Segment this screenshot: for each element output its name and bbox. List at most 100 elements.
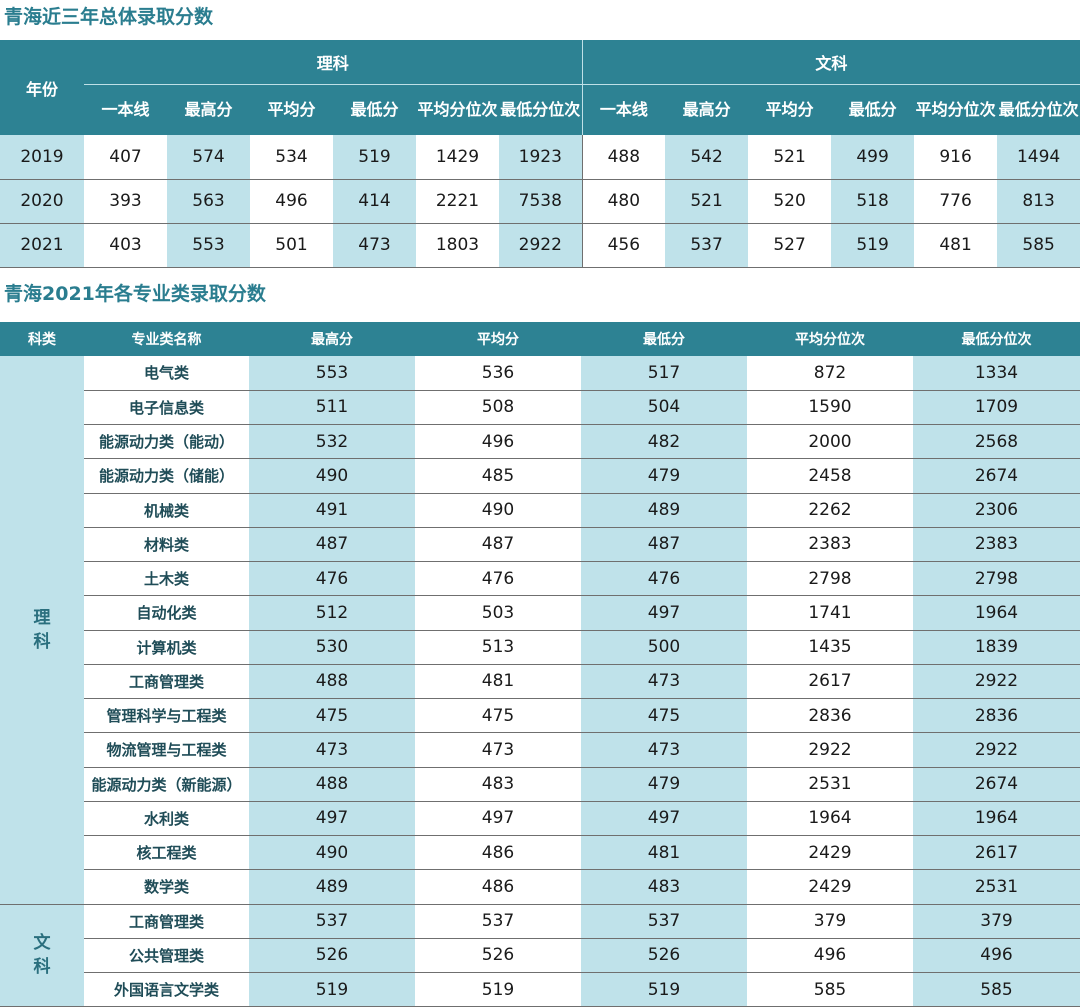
score-cell: 487	[415, 527, 581, 563]
score-cell: 2531	[747, 767, 913, 802]
score-cell: 489	[581, 493, 747, 528]
section-title-majors: 青海2021年各专业类录取分数	[4, 283, 266, 305]
score-cell: 585	[747, 972, 913, 1007]
score-cell: 456	[582, 223, 666, 268]
group-header-science: 理科	[84, 40, 583, 85]
score-cell: 1923	[499, 135, 583, 180]
table-row: 电子信息类 511 508 504 1590 1709	[0, 390, 1080, 426]
score-cell: 537	[581, 904, 747, 939]
year-header: 年份	[0, 40, 84, 135]
score-cell: 475	[581, 698, 747, 734]
score-cell: 2674	[913, 458, 1080, 494]
score-cell: 488	[249, 767, 415, 802]
score-cell: 481	[914, 223, 998, 268]
major-name-cell: 物流管理与工程类	[84, 732, 249, 768]
table-row: 材料类 487 487 487 2383 2383	[0, 527, 1080, 563]
score-cell: 393	[84, 179, 167, 224]
score-cell: 1494	[997, 135, 1080, 180]
score-cell: 2922	[913, 664, 1080, 700]
score-cell: 512	[249, 595, 415, 631]
group-header-arts: 文科	[582, 40, 1080, 85]
score-cell: 407	[84, 135, 167, 180]
table-row: 2021 403 553 501 473 1803 2922 456 537 527 519 481 5…	[0, 223, 1080, 268]
score-cell: 518	[831, 179, 915, 224]
score-cell: 2922	[913, 732, 1080, 768]
score-cell: 479	[581, 458, 747, 494]
major-name-cell: 公共管理类	[84, 938, 249, 974]
sub-header: 平均分	[250, 84, 333, 135]
score-cell: 526	[415, 938, 581, 974]
score-cell: 519	[415, 972, 581, 1007]
column-header: 最高分	[311, 332, 353, 348]
column-header: 最低分	[643, 332, 685, 348]
score-cell: 496	[747, 938, 913, 974]
score-cell: 497	[249, 801, 415, 837]
score-cell: 2836	[747, 698, 913, 734]
score-cell: 488	[582, 135, 666, 180]
score-cell: 481	[581, 835, 747, 871]
category-cell: 文科	[0, 904, 84, 1007]
score-cell: 1435	[747, 630, 913, 665]
score-cell: 526	[581, 938, 747, 974]
score-cell: 379	[913, 904, 1080, 939]
score-cell: 1803	[416, 223, 499, 268]
table-row: 文科 工商管理类 537 537 537 379 379	[0, 904, 1080, 1007]
score-cell: 513	[415, 630, 581, 665]
major-scores-table: 科类 专业类名称 最高分 平均分 最低分 平均分位次 最低分位次 理科 电气类 553 536 51…	[0, 322, 1080, 1007]
score-cell: 517	[581, 356, 747, 391]
score-cell: 519	[249, 972, 415, 1007]
table-row: 工商管理类 488 481 473 2617 2922	[0, 664, 1080, 700]
score-cell: 487	[249, 527, 415, 563]
major-name-cell: 材料类	[84, 527, 249, 563]
score-cell: 2798	[913, 561, 1080, 597]
table-row: 公共管理类 526 526 526 496 496	[0, 938, 1080, 974]
score-cell: 489	[249, 869, 415, 905]
score-cell: 2221	[416, 179, 499, 224]
table-row: 2019 407 574 534 519 1429 1923 488 542 521 499 916 1…	[0, 135, 1080, 180]
score-cell: 487	[581, 527, 747, 563]
score-cell: 473	[581, 664, 747, 700]
table-row: 理科 电气类 553 536 517 872 1334	[0, 356, 1080, 905]
table-row: 能源动力类（储能） 490 485 479 2458 2674	[0, 458, 1080, 494]
sub-header: 平均分	[748, 84, 832, 135]
score-cell: 480	[582, 179, 666, 224]
score-cell: 483	[415, 767, 581, 802]
score-cell: 496	[250, 179, 333, 224]
sub-header: 一本线	[582, 84, 666, 135]
score-cell: 496	[913, 938, 1080, 974]
table-row: 能源动力类（新能源） 488 483 479 2531 2674	[0, 767, 1080, 802]
table-row: 外国语言文学类 519 519 519 585 585	[0, 972, 1080, 1007]
score-cell: 519	[333, 135, 416, 180]
table-row: 机械类 491 490 489 2262 2306	[0, 493, 1080, 528]
score-cell: 486	[415, 835, 581, 871]
table-row: 管理科学与工程类 475 475 475 2836 2836	[0, 698, 1080, 734]
table-row: 核工程类 490 486 481 2429 2617	[0, 835, 1080, 871]
score-cell: 1964	[747, 801, 913, 837]
column-header: 平均分位次	[795, 332, 865, 348]
score-cell: 481	[415, 664, 581, 700]
score-cell: 482	[581, 424, 747, 460]
score-cell: 537	[415, 904, 581, 939]
score-cell: 2383	[913, 527, 1080, 563]
score-cell: 490	[249, 835, 415, 871]
score-cell: 563	[167, 179, 250, 224]
score-cell: 488	[249, 664, 415, 700]
score-cell: 473	[415, 732, 581, 768]
score-cell: 526	[249, 938, 415, 974]
category-label: 理科	[33, 607, 51, 652]
sub-header: 最低分	[831, 84, 915, 135]
score-cell: 7538	[499, 179, 583, 224]
score-cell: 530	[249, 630, 415, 665]
major-name-cell: 自动化类	[84, 595, 249, 631]
sub-header: 最低分位次	[499, 84, 583, 135]
score-cell: 519	[831, 223, 915, 268]
major-name-cell: 管理科学与工程类	[84, 698, 249, 734]
score-cell: 1709	[913, 390, 1080, 426]
major-name-cell: 电子信息类	[84, 390, 249, 426]
score-cell: 476	[415, 561, 581, 597]
category-label: 文科	[33, 933, 51, 978]
score-cell: 537	[249, 904, 415, 939]
score-cell: 476	[581, 561, 747, 597]
score-cell: 872	[747, 356, 913, 391]
score-cell: 542	[665, 135, 749, 180]
